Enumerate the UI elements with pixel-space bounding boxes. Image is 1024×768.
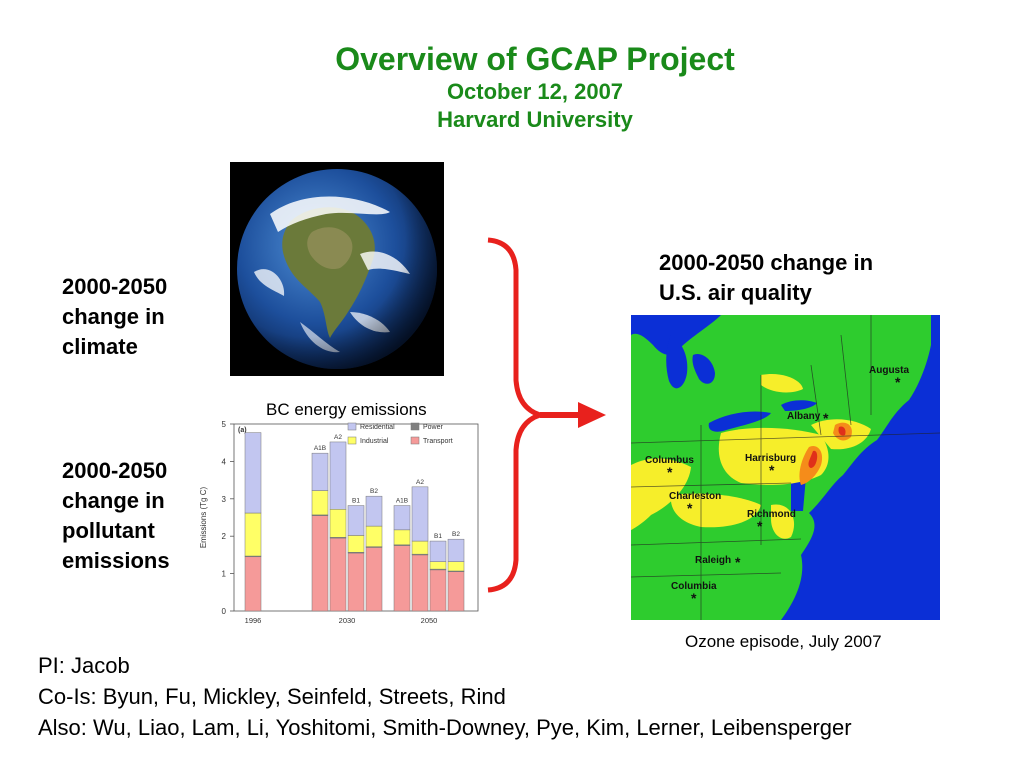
bar-segment-industrial (447, 561, 465, 572)
city-marker-icon: * (691, 590, 697, 606)
y-tick-label: 3 (222, 495, 227, 504)
bar-segment-residential (311, 452, 329, 491)
emissions-label: 2000-2050 change in pollutant emissions (62, 456, 170, 576)
panel-label: (a) (238, 427, 247, 434)
bar-segment-industrial (347, 535, 365, 553)
bc-chart-caption: BC energy emissions (266, 400, 427, 419)
legend-swatch-power (410, 422, 420, 431)
pi-line: PI: Jacob (38, 653, 130, 678)
emissions-label-line: change in (62, 488, 165, 513)
bar-segment-industrial (429, 561, 447, 570)
bar-segment-residential (447, 538, 465, 562)
bar-segment-transport (244, 556, 262, 612)
air-quality-label-line: 2000-2050 change in (659, 250, 874, 275)
slide-institution: Harvard University (437, 107, 633, 132)
combine-arrow-icon (487, 237, 606, 593)
bc-emissions-chart: 0 1 2 3 4 5 Emissions (Tg C) (a) 1996 A1B A2 B1 B2 20… (199, 420, 479, 625)
air-quality-label-line: U.S. air quality (659, 280, 812, 305)
bar-segment-residential (393, 505, 411, 531)
bar-segment-transport (429, 569, 447, 612)
city-augusta: Augusta (869, 365, 909, 376)
co-is-line: Co-Is: Byun, Fu, Mickley, Seinfeld, Stre… (38, 684, 506, 709)
bar-label: A1B (396, 498, 408, 505)
city-richmond: Richmond (747, 509, 796, 520)
bar-segment-transport (311, 515, 329, 612)
city-albany: Albany (787, 411, 821, 422)
y-tick-label: 5 (222, 420, 227, 429)
bar-segment-industrial (393, 529, 411, 546)
emissions-label-line: emissions (62, 548, 170, 573)
bar-label: A2 (416, 479, 424, 486)
bar-segment-transport (393, 545, 411, 612)
y-tick-label: 0 (222, 607, 227, 616)
also-line: Also: Wu, Liao, Lam, Li, Yoshitomi, Smit… (38, 715, 852, 740)
x-group-label: 2030 (339, 616, 356, 625)
bar-segment-residential (411, 486, 429, 542)
city-marker-icon: * (687, 500, 693, 516)
bar-label: B1 (434, 533, 442, 540)
bar-segment-transport (329, 537, 347, 612)
ozone-map: Augusta * Albany * Columbus * Harrisburg… (631, 315, 940, 620)
emissions-label-line: pollutant (62, 518, 155, 543)
city-marker-icon: * (895, 374, 901, 390)
legend-label-power: Power (423, 424, 444, 431)
bar-label: A1B (314, 445, 326, 452)
bar-label: B2 (370, 488, 378, 495)
bar-label: A2 (334, 434, 342, 441)
bar-segment-residential (329, 441, 347, 510)
climate-label-line: change in (62, 304, 165, 329)
legend-swatch-industrial (347, 436, 357, 445)
city-harrisburg: Harrisburg (745, 453, 796, 464)
emissions-label-line: 2000-2050 (62, 458, 168, 483)
slide-date: October 12, 2007 (446, 79, 624, 104)
y-tick-label: 4 (222, 457, 227, 466)
legend-label-residential: Residential (360, 424, 395, 431)
earth-image (230, 162, 444, 376)
city-marker-icon: * (769, 462, 775, 478)
x-group-label: 1996 (245, 616, 262, 625)
city-marker-icon: * (735, 554, 741, 570)
y-tick-label: 2 (222, 532, 227, 541)
title-block: Overview of GCAP Project October 12, 200… (0, 40, 1024, 134)
bar-label: B1 (352, 498, 360, 505)
climate-label-line: climate (62, 334, 138, 359)
ozone-map-caption: Ozone episode, July 2007 (685, 632, 882, 651)
air-quality-label: 2000-2050 change in U.S. air quality (659, 248, 873, 308)
city-marker-icon: * (667, 464, 673, 480)
y-axis-label: Emissions (Tg C) (199, 486, 208, 548)
credits: PI: Jacob Co-Is: Byun, Fu, Mickley, Sein… (38, 650, 852, 743)
bar-segment-industrial (365, 525, 383, 547)
slide-title: Overview of GCAP Project (335, 41, 735, 77)
city-columbia: Columbia (671, 581, 717, 592)
bar-segment-transport (447, 571, 465, 612)
city-raleigh: Raleigh (695, 555, 731, 566)
bar-segment-transport (411, 554, 429, 612)
city-columbus: Columbus (645, 455, 694, 466)
legend-label-industrial: Industrial (360, 438, 389, 445)
bar-label: B2 (452, 531, 460, 538)
legend-swatch-transport (410, 436, 420, 445)
city-marker-icon: * (757, 518, 763, 534)
bar-segment-residential (347, 505, 365, 536)
city-marker-icon: * (823, 410, 829, 426)
x-group-label: 2050 (421, 616, 438, 625)
legend-label-transport: Transport (423, 438, 453, 445)
legend-swatch-residential (347, 422, 357, 431)
city-charleston: Charleston (669, 491, 721, 502)
bar-segment-industrial (311, 490, 329, 516)
bar-segment-industrial (329, 509, 347, 538)
bar-segment-transport (365, 547, 383, 612)
bar-segment-transport (347, 552, 365, 612)
bar-segment-industrial (411, 540, 429, 555)
y-tick-label: 1 (222, 570, 227, 579)
climate-label: 2000-2050 change in climate (62, 272, 167, 362)
bar-segment-industrial (244, 512, 262, 557)
bar-segment-residential (429, 540, 447, 562)
bar-segment-residential (244, 432, 262, 514)
bar-segment-residential (365, 495, 383, 527)
climate-label-line: 2000-2050 (62, 274, 168, 299)
